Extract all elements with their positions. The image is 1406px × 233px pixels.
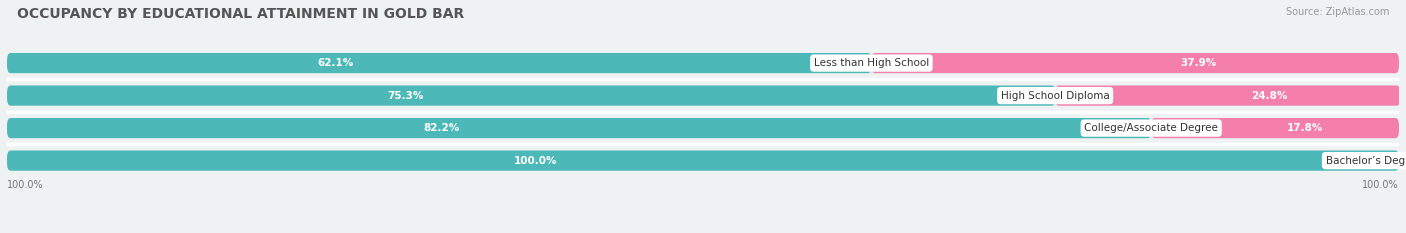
FancyBboxPatch shape (1152, 118, 1399, 138)
Text: 100.0%: 100.0% (1362, 180, 1399, 190)
FancyBboxPatch shape (7, 151, 1399, 171)
Text: College/Associate Degree: College/Associate Degree (1084, 123, 1218, 133)
Text: 17.8%: 17.8% (1286, 123, 1323, 133)
FancyBboxPatch shape (7, 118, 1399, 138)
FancyBboxPatch shape (872, 53, 1399, 73)
Text: 37.9%: 37.9% (1181, 58, 1216, 68)
FancyBboxPatch shape (7, 86, 1399, 106)
Text: Less than High School: Less than High School (814, 58, 929, 68)
Legend: Owner-occupied, Renter-occupied: Owner-occupied, Renter-occupied (596, 231, 810, 233)
Text: Source: ZipAtlas.com: Source: ZipAtlas.com (1285, 7, 1389, 17)
Text: 75.3%: 75.3% (387, 91, 423, 101)
Text: 100.0%: 100.0% (7, 180, 44, 190)
Text: 24.8%: 24.8% (1251, 91, 1288, 101)
FancyBboxPatch shape (1054, 86, 1400, 106)
FancyBboxPatch shape (7, 53, 872, 73)
FancyBboxPatch shape (7, 53, 1399, 73)
Text: OCCUPANCY BY EDUCATIONAL ATTAINMENT IN GOLD BAR: OCCUPANCY BY EDUCATIONAL ATTAINMENT IN G… (17, 7, 464, 21)
FancyBboxPatch shape (7, 151, 1399, 171)
Text: 100.0%: 100.0% (515, 156, 558, 166)
Text: 82.2%: 82.2% (423, 123, 460, 133)
Text: Bachelor’s Degree or higher: Bachelor’s Degree or higher (1326, 156, 1406, 166)
Text: High School Diploma: High School Diploma (1001, 91, 1109, 101)
Text: 62.1%: 62.1% (318, 58, 354, 68)
FancyBboxPatch shape (7, 86, 1054, 106)
FancyBboxPatch shape (7, 118, 1152, 138)
